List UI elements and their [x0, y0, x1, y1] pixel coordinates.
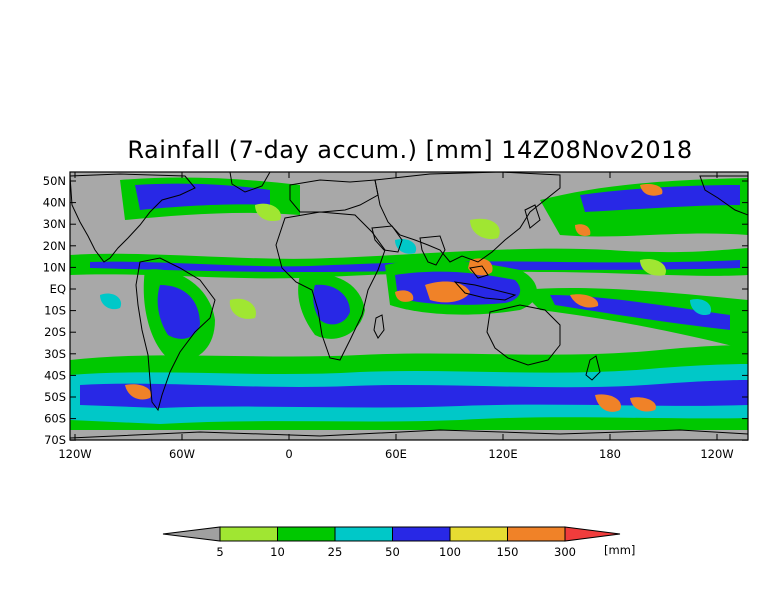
lat-label: 40S: [44, 368, 66, 382]
colorbar-tick-label: 100: [439, 545, 461, 559]
colorbar-above-triangle: [564, 526, 621, 542]
lat-label: 20S: [44, 325, 66, 339]
colorbar-segment: [219, 526, 278, 542]
lon-label: 60W: [169, 447, 195, 461]
colorbar: 5 10 25 50 100 150 300 [mm]: [162, 526, 635, 559]
north-pacific-track-blue: [580, 185, 740, 212]
lat-label: 40N: [43, 196, 66, 210]
alaska-outline: [699, 175, 748, 216]
madagascar-outline: [373, 314, 385, 339]
lat-label: 50N: [43, 174, 66, 188]
indonesia-outline: [453, 265, 517, 301]
southern-storm-track-blue: [80, 380, 748, 408]
bay-bengal-heavy-orange: [395, 290, 414, 302]
greenland-outline: [229, 172, 271, 193]
colorbar-segment: [507, 526, 566, 542]
lat-label: 20N: [43, 239, 66, 253]
africa-rain-blue: [313, 284, 350, 325]
colorbar-tick-label: 10: [270, 545, 285, 559]
arabia-outline: [371, 225, 403, 253]
lon-label: 180: [599, 447, 621, 461]
south-america-outline: [135, 257, 216, 412]
japan-outline: [524, 204, 541, 229]
lat-label: 60S: [44, 412, 66, 426]
lon-label: 120W: [58, 447, 91, 461]
spcz-heavy-orange: [570, 294, 599, 308]
rainfall-field: [70, 172, 748, 439]
lat-label: EQ: [50, 282, 66, 296]
lat-label: 50S: [44, 390, 66, 404]
light-rain-patches: [229, 203, 666, 319]
colorbar-tick-label: 50: [385, 545, 400, 559]
lon-label: 120W: [700, 447, 733, 461]
longitude-axis: 120W 60W 0 60E 120E 180 120W: [58, 172, 734, 461]
map-frame: [69, 171, 749, 441]
colorbar-segment: [449, 526, 508, 542]
colorbar-segment: [392, 526, 451, 542]
colorbar-below-triangle: [162, 526, 221, 542]
colorbar-tick-label: 150: [497, 545, 519, 559]
continent-outlines: [70, 172, 748, 439]
south-america-heavy-orange: [125, 384, 151, 400]
colorbar-tick-label: 5: [216, 545, 223, 559]
asia-outline: [374, 172, 561, 263]
amazon-rain-blue: [157, 285, 200, 339]
colorbar-unit-label: [mm]: [604, 543, 635, 557]
maritime-heavy-orange: [468, 258, 493, 276]
lat-label: 70S: [44, 433, 66, 447]
colorbar-tick-label: 300: [554, 545, 576, 559]
europe-outline: [289, 179, 379, 213]
lon-label: 0: [285, 447, 292, 461]
new-zealand-outline: [585, 355, 601, 381]
lon-label: 120E: [488, 447, 517, 461]
lat-label: 10N: [43, 260, 66, 274]
colorbar-segment: [277, 526, 336, 542]
se-pacific-heavy-orange: [630, 397, 656, 412]
n-pacific-heavy-orange: [640, 184, 663, 196]
lat-label: 30S: [44, 347, 66, 361]
w-pacific-heavy-orange: [575, 224, 591, 236]
africa-outline: [275, 211, 386, 361]
colorbar-tick-label: 25: [328, 545, 343, 559]
lat-label: 10S: [44, 304, 66, 318]
north-america-outline: [70, 173, 196, 263]
lon-label: 60E: [385, 447, 407, 461]
map-title: Rainfall (7-day accum.) [mm] 14Z08Nov201…: [127, 136, 693, 164]
north-atlantic-track-blue: [135, 183, 270, 210]
antarctica-outline: [70, 429, 748, 439]
nz-heavy-orange: [595, 394, 621, 412]
latitude-axis: 50N 40N 30N 20N 10N EQ 10S 20S 30S 40S 50S 60S 70S: [43, 174, 748, 447]
lat-label: 30N: [43, 217, 66, 231]
india-outline: [419, 235, 446, 266]
colorbar-segment: [334, 526, 393, 542]
australia-outline: [486, 304, 561, 366]
